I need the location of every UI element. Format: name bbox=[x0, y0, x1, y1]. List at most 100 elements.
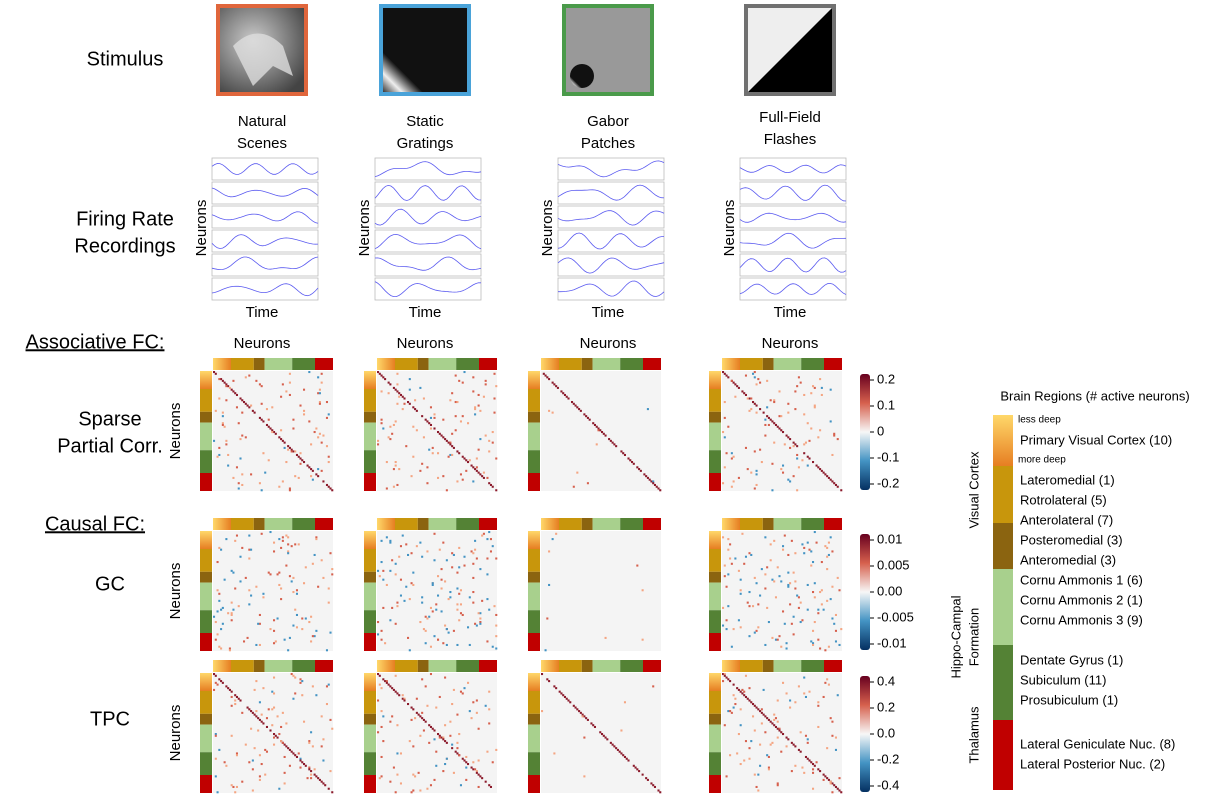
matrix-cell bbox=[328, 461, 330, 463]
matrix-cell bbox=[791, 742, 793, 744]
region-strip bbox=[265, 660, 293, 672]
matrix-cell bbox=[414, 775, 416, 777]
firing-trace bbox=[212, 212, 318, 224]
matrix-cell bbox=[642, 589, 644, 591]
region-strip bbox=[429, 660, 457, 672]
matrix-cell bbox=[252, 712, 254, 714]
matrix-cell bbox=[763, 689, 765, 691]
matrix-cell bbox=[483, 533, 485, 535]
matrix-cell bbox=[814, 582, 816, 584]
matrix-cell bbox=[245, 376, 247, 378]
axis-label: Neurons bbox=[356, 200, 373, 257]
matrix-cell bbox=[770, 419, 772, 421]
region-strip bbox=[364, 531, 376, 549]
matrix-cell bbox=[773, 399, 775, 401]
matrix-cell bbox=[241, 412, 243, 414]
matrix-cell bbox=[453, 447, 455, 449]
matrix-cell bbox=[835, 737, 837, 739]
matrix-cell bbox=[426, 550, 428, 552]
matrix-cell bbox=[819, 591, 821, 593]
matrix-cell bbox=[756, 405, 758, 407]
matrix-cell bbox=[391, 433, 393, 435]
matrix-cell bbox=[782, 610, 784, 612]
matrix-cell bbox=[801, 543, 803, 545]
colorbar-tick-label: -0.2 bbox=[877, 475, 899, 490]
firing-trace bbox=[375, 282, 481, 297]
matrix-cell bbox=[319, 779, 321, 781]
matrix-cell bbox=[789, 447, 791, 449]
matrix-cell bbox=[400, 782, 402, 784]
matrix-cell bbox=[808, 691, 810, 693]
matrix-cell bbox=[821, 589, 823, 591]
matrix-cell bbox=[403, 600, 405, 602]
firing-trace bbox=[740, 233, 846, 248]
matrix-cell bbox=[647, 408, 649, 410]
matrix-cell bbox=[441, 568, 443, 570]
matrix-cell bbox=[560, 390, 562, 392]
matrix-cell bbox=[271, 708, 273, 710]
matrix-cell bbox=[307, 777, 309, 779]
matrix-cell bbox=[741, 692, 743, 694]
matrix-cell bbox=[833, 433, 835, 435]
matrix-cell bbox=[745, 375, 747, 377]
matrix-cell bbox=[814, 765, 816, 767]
matrix-cell bbox=[594, 424, 596, 426]
matrix-cell bbox=[833, 784, 835, 786]
matrix-cell bbox=[247, 637, 249, 639]
matrix-cell bbox=[726, 628, 728, 630]
matrix-cell bbox=[456, 747, 458, 749]
matrix-cell bbox=[782, 682, 784, 684]
matrix-cell bbox=[396, 605, 398, 607]
region-label: Primary Visual Cortex (10) bbox=[1020, 432, 1172, 447]
matrix-cell bbox=[421, 463, 423, 465]
region-strip bbox=[528, 389, 540, 412]
matrix-cell bbox=[552, 412, 554, 414]
matrix-cell bbox=[377, 371, 379, 373]
matrix-cell bbox=[220, 609, 222, 611]
region-strip bbox=[643, 660, 661, 672]
matrix-cell bbox=[460, 473, 462, 475]
matrix-cell bbox=[437, 639, 439, 641]
trace-box bbox=[740, 158, 846, 180]
matrix-cell bbox=[411, 791, 413, 793]
region-strip bbox=[709, 450, 721, 473]
matrix-cell bbox=[412, 774, 414, 776]
figure: Stimulus Firing Rate Recordings Associat… bbox=[0, 0, 1225, 801]
matrix-cell bbox=[213, 673, 215, 675]
colorbar-tick-label: -0.005 bbox=[877, 609, 914, 624]
matrix-cell bbox=[446, 758, 448, 760]
region-strip bbox=[200, 714, 212, 725]
matrix-cell bbox=[798, 466, 800, 468]
matrix-cell bbox=[225, 685, 227, 687]
matrix-cell bbox=[275, 735, 277, 737]
firing-trace bbox=[375, 162, 481, 177]
matrix-cell bbox=[807, 542, 809, 544]
region-strip bbox=[593, 660, 621, 672]
method-label: Partial Corr. bbox=[57, 435, 163, 457]
matrix-cell bbox=[317, 777, 319, 779]
colorbar bbox=[860, 676, 870, 792]
matrix-cell bbox=[471, 767, 473, 769]
matrix-cell bbox=[222, 607, 224, 609]
region-strip bbox=[456, 518, 479, 530]
region-label: Prosubiculum (1) bbox=[1020, 692, 1118, 707]
matrix-cell bbox=[232, 477, 234, 479]
matrix-cell bbox=[738, 689, 740, 691]
matrix-cell bbox=[764, 536, 766, 538]
matrix-cell bbox=[745, 447, 747, 449]
matrix-cell bbox=[478, 786, 480, 788]
matrix-cell bbox=[236, 754, 238, 756]
matrix-cell bbox=[439, 433, 441, 435]
matrix-cell bbox=[756, 484, 758, 486]
matrix-cell bbox=[816, 542, 818, 544]
matrix-cell bbox=[381, 422, 383, 424]
matrix-cell bbox=[393, 689, 395, 691]
region-strip bbox=[418, 660, 429, 672]
stimulus-name: Natural bbox=[238, 113, 286, 130]
matrix-cell bbox=[488, 691, 490, 693]
matrix-cell bbox=[439, 737, 441, 739]
matrix-cell bbox=[837, 788, 839, 790]
matrix-cell bbox=[814, 406, 816, 408]
region-strip bbox=[364, 423, 376, 451]
region-strip bbox=[709, 691, 721, 714]
